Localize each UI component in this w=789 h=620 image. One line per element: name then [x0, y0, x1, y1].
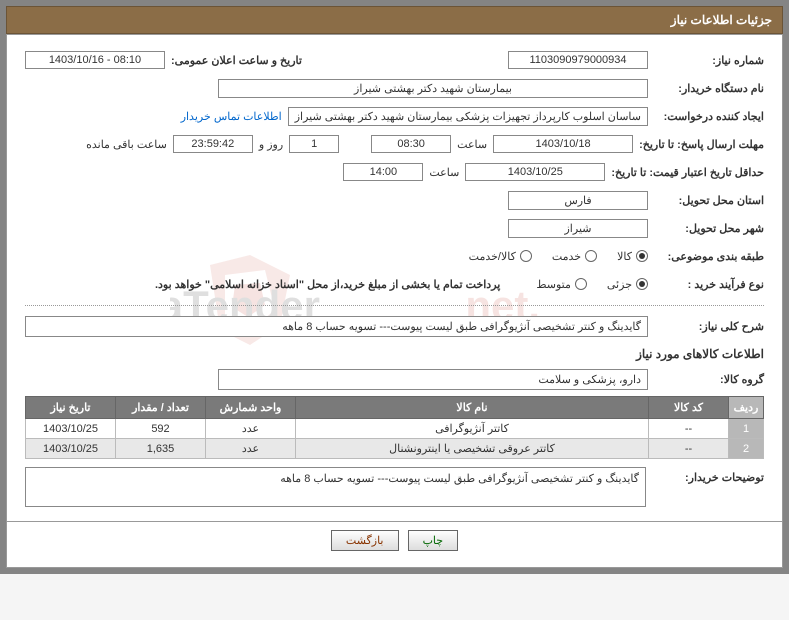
- purchase-type-radio-group: جزئی متوسط: [536, 278, 648, 291]
- category-label: طبقه بندی موضوعی:: [654, 250, 764, 263]
- radio-both[interactable]: [520, 250, 532, 262]
- th-code: کد کالا: [649, 397, 729, 419]
- radio-partial[interactable]: [636, 278, 648, 290]
- th-row: ردیف: [729, 397, 764, 419]
- cell-name: کاتتر آنژیوگرافی: [296, 419, 649, 439]
- announce-date-value: 1403/10/16 - 08:10: [25, 51, 165, 69]
- footer-buttons: چاپ بازگشت: [6, 522, 783, 568]
- page-header: جزئیات اطلاعات نیاز: [6, 6, 783, 34]
- hour-word-2: ساعت: [429, 166, 459, 179]
- back-button[interactable]: بازگشت: [331, 530, 399, 551]
- cell-date: 1403/10/25: [26, 439, 116, 459]
- price-deadline-label: حداقل تاریخ اعتبار قیمت: تا تاریخ:: [611, 166, 764, 179]
- cell-code: --: [649, 419, 729, 439]
- items-table: ردیف کد کالا نام کالا واحد شمارش تعداد /…: [25, 396, 764, 459]
- province-value: فارس: [508, 191, 648, 210]
- need-no-label: شماره نیاز:: [654, 54, 764, 67]
- cat-both-label: کالا/خدمت: [469, 250, 516, 263]
- cat-service-label: خدمت: [552, 250, 581, 263]
- print-button[interactable]: چاپ: [408, 530, 459, 551]
- th-name: نام کالا: [296, 397, 649, 419]
- remain-label: ساعت باقی مانده: [86, 138, 167, 151]
- radio-service[interactable]: [585, 250, 597, 262]
- radio-goods[interactable]: [636, 250, 648, 262]
- category-radio-group: کالا خدمت کالا/خدمت: [469, 250, 648, 263]
- items-section-title: اطلاعات کالاهای مورد نیاز: [25, 347, 764, 361]
- cat-goods-label: کالا: [617, 250, 632, 263]
- separator-1: [25, 305, 764, 306]
- cell-unit: عدد: [206, 439, 296, 459]
- pt-medium-label: متوسط: [536, 278, 571, 291]
- need-desc-label: شرح کلی نیاز:: [654, 320, 764, 333]
- th-qty: تعداد / مقدار: [116, 397, 206, 419]
- hour-word-1: ساعت: [457, 138, 487, 151]
- th-date: تاریخ نیاز: [26, 397, 116, 419]
- page-title: جزئیات اطلاعات نیاز: [671, 13, 772, 27]
- cell-qty: 592: [116, 419, 206, 439]
- price-hour-value: 14:00: [343, 163, 423, 181]
- pt-partial-label: جزئی: [607, 278, 632, 291]
- remain-days-value: 1: [289, 135, 339, 153]
- goods-group-value: دارو، پزشکی و سلامت: [218, 369, 648, 390]
- city-label: شهر محل تحویل:: [654, 222, 764, 235]
- cell-row: 2: [729, 439, 764, 459]
- requester-label: ایجاد کننده درخواست:: [654, 110, 764, 123]
- remain-clock-value: 23:59:42: [173, 135, 253, 153]
- buyer-notes-label: توضیحات خریدار:: [654, 467, 764, 484]
- announce-date-label: تاریخ و ساعت اعلان عمومی:: [171, 54, 302, 67]
- cell-date: 1403/10/25: [26, 419, 116, 439]
- buyer-org-label: نام دستگاه خریدار:: [654, 82, 764, 95]
- buyer-org-value: بیمارستان شهید دکتر بهشتی شیراز: [218, 79, 648, 98]
- radio-medium[interactable]: [575, 278, 587, 290]
- table-row: 1--کاتتر آنژیوگرافیعدد5921403/10/25: [26, 419, 764, 439]
- cell-row: 1: [729, 419, 764, 439]
- province-label: استان محل تحویل:: [654, 194, 764, 207]
- need-no-value: 1103090979000934: [508, 51, 648, 69]
- deadline-hour-value: 08:30: [371, 135, 451, 153]
- cell-unit: عدد: [206, 419, 296, 439]
- city-value: شیراز: [508, 219, 648, 238]
- purchase-note: پرداخت تمام یا بخشی از مبلغ خرید،از محل …: [155, 278, 500, 291]
- cell-name: کاتتر عروقی تشخیصی یا اینترونشنال: [296, 439, 649, 459]
- cell-code: --: [649, 439, 729, 459]
- day-and-label: روز و: [259, 138, 283, 151]
- cell-qty: 1,635: [116, 439, 206, 459]
- deadline-date-value: 1403/10/18: [493, 135, 633, 153]
- buyer-contact-link[interactable]: اطلاعات تماس خریدار: [181, 110, 282, 123]
- purchase-type-label: نوع فرآیند خرید :: [654, 278, 764, 291]
- goods-group-label: گروه کالا:: [654, 373, 764, 386]
- table-row: 2--کاتتر عروقی تشخیصی یا اینترونشنالعدد1…: [26, 439, 764, 459]
- requester-value: ساسان اسلوب کارپرداز تجهیزات پزشکی بیمار…: [288, 107, 648, 126]
- buyer-notes-value: گایدینگ و کنتر تشخیصی آنژیوگرافی طبق لیس…: [25, 467, 646, 507]
- need-desc-value: گایدینگ و کنتر تشخیصی آنژیوگرافی طبق لیس…: [25, 316, 648, 337]
- deadline-label: مهلت ارسال پاسخ: تا تاریخ:: [639, 138, 764, 151]
- th-unit: واحد شمارش: [206, 397, 296, 419]
- price-date-value: 1403/10/25: [465, 163, 605, 181]
